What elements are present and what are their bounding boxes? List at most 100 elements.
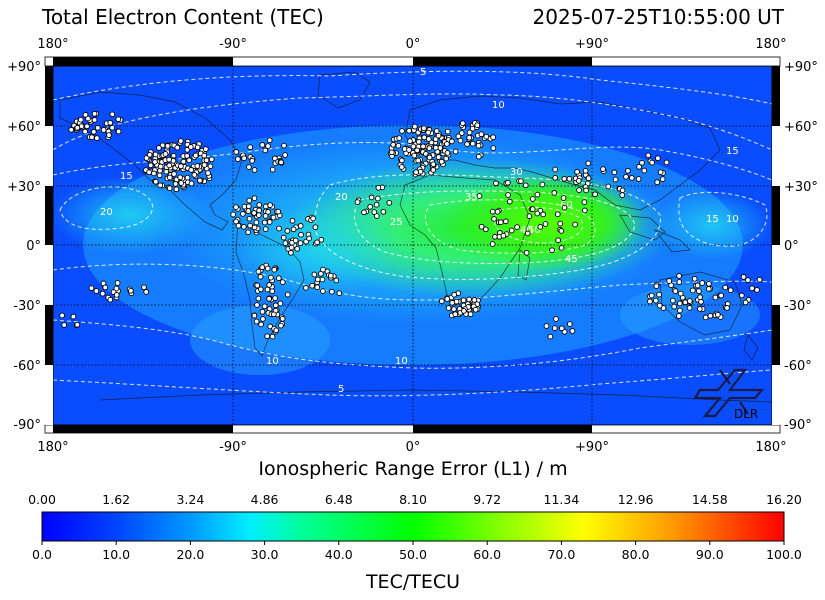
gnss-station-marker (619, 192, 626, 198)
contour-label: 5 (420, 67, 426, 78)
gnss-station-marker (109, 111, 116, 118)
gnss-station-marker (464, 141, 470, 147)
tec-tick: 20.0 (176, 547, 204, 562)
gnss-station-marker (260, 316, 266, 322)
gnss-station-marker (91, 117, 98, 123)
lat-tick: +90° (7, 60, 41, 75)
contour-label: 50 (528, 225, 541, 236)
gnss-station-marker (705, 286, 712, 292)
gnss-station-marker (156, 172, 163, 179)
gnss-station-marker (380, 208, 387, 215)
gnss-station-marker (329, 288, 335, 295)
gnss-station-marker (472, 306, 479, 313)
gnss-station-marker (94, 135, 100, 141)
range-error-tick: 0.00 (28, 492, 56, 507)
gnss-station-marker (460, 297, 467, 304)
frame-strips (44, 56, 781, 434)
gnss-station-marker (208, 156, 215, 163)
gnss-station-marker (660, 305, 667, 311)
gnss-station-marker (552, 166, 559, 173)
gnss-station-marker (255, 295, 262, 302)
gnss-station-marker (706, 280, 712, 287)
gnss-station-marker (258, 321, 264, 328)
range-error-tick: 4.86 (251, 492, 279, 507)
gnss-station-marker (566, 175, 573, 182)
gnss-station-marker (264, 333, 271, 340)
gnss-station-marker (539, 181, 546, 188)
gnss-station-marker (184, 174, 191, 181)
gnss-station-marker (259, 264, 266, 271)
gnss-station-marker (371, 209, 378, 215)
gnss-station-marker (115, 128, 122, 135)
gnss-station-marker (279, 279, 286, 285)
gnss-station-marker (445, 305, 452, 311)
gnss-station-marker (246, 197, 253, 204)
left-lat-ticks: +90° +60° +30° 0° -30° -60° -90° (7, 60, 41, 433)
gnss-station-marker (77, 116, 84, 123)
gnss-station-marker (178, 163, 184, 170)
gnss-station-marker (201, 162, 208, 168)
gnss-station-marker (82, 111, 89, 118)
gnss-station-marker (107, 119, 114, 126)
gnss-station-marker (267, 202, 273, 208)
gnss-station-marker (191, 172, 198, 178)
gnss-station-marker (254, 282, 261, 289)
gnss-station-marker (310, 215, 316, 222)
gnss-station-marker (451, 306, 457, 312)
gnss-station-marker (280, 234, 287, 241)
gnss-station-marker (166, 162, 173, 169)
contour-labels: 5 10 10 10 10 15 15 15 20 20 25 30 35 40… (100, 67, 739, 395)
gnss-station-marker (281, 142, 287, 149)
gnss-station-marker (438, 298, 445, 305)
gnss-station-marker (554, 211, 561, 218)
range-error-tick: 16.20 (766, 492, 802, 507)
gnss-station-marker (414, 147, 420, 154)
gnss-station-marker (502, 218, 509, 225)
gnss-station-marker (251, 167, 258, 173)
gnss-station-marker (256, 207, 262, 214)
gnss-station-marker (157, 182, 164, 189)
gnss-station-marker (107, 296, 114, 303)
gnss-station-marker (173, 186, 180, 193)
gnss-station-marker (284, 291, 291, 298)
gnss-station-marker (558, 228, 565, 234)
gnss-station-marker (671, 303, 678, 310)
gnss-station-marker (505, 179, 511, 186)
contour-label: 10 (395, 356, 408, 367)
gnss-station-marker (319, 276, 326, 283)
gnss-station-marker (146, 151, 153, 158)
gnss-station-marker (592, 191, 598, 198)
gnss-station-marker (270, 311, 277, 318)
gnss-station-marker (582, 167, 589, 174)
gnss-station-marker (534, 210, 541, 217)
lon-tick: 180° (37, 440, 68, 455)
gnss-station-marker (558, 325, 565, 332)
gnss-station-marker (166, 174, 173, 181)
gnss-station-marker (106, 132, 112, 138)
tec-tick: 10.0 (102, 547, 130, 562)
gnss-station-marker (494, 208, 501, 215)
tec-tick: 0.0 (32, 547, 52, 562)
colorbar (41, 511, 785, 542)
gnss-station-marker (612, 176, 619, 183)
gnss-station-marker (152, 159, 158, 165)
range-error-tick: 9.72 (473, 492, 501, 507)
gnss-station-marker (255, 212, 262, 219)
gnss-station-marker (619, 187, 626, 194)
gnss-station-marker (233, 218, 239, 225)
gnss-station-marker (425, 136, 432, 142)
gnss-station-marker (625, 167, 631, 174)
gnss-station-marker (754, 287, 760, 293)
gnss-station-marker (551, 325, 558, 331)
gnss-station-marker (656, 302, 663, 309)
gnss-station-marker (433, 128, 440, 134)
gnss-station-marker (489, 208, 496, 215)
gnss-station-marker (506, 198, 513, 205)
gnss-station-marker (675, 313, 682, 319)
right-lat-ticks: +90° +60° +30° 0° -30° -60° -90° (784, 60, 818, 433)
gnss-station-marker (600, 166, 606, 172)
gnss-station-marker (100, 127, 107, 133)
tec-tick: 90.0 (696, 547, 724, 562)
gnss-station-marker (271, 266, 278, 273)
gnss-station-marker (399, 128, 405, 134)
